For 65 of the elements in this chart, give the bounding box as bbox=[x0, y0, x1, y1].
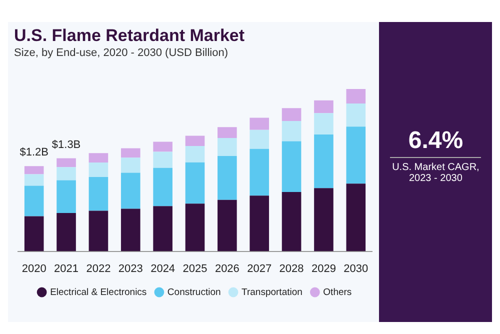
bar bbox=[88, 176, 108, 211]
bar bbox=[56, 212, 76, 252]
bar bbox=[88, 210, 108, 252]
bar bbox=[153, 152, 172, 168]
text: 6.4% bbox=[390, 127, 482, 158]
x-tick-label: 2021 bbox=[54, 262, 79, 275]
x-tick-label: 2023 bbox=[118, 262, 143, 275]
bar bbox=[346, 103, 366, 127]
bar bbox=[314, 100, 334, 114]
x-tick-label: 2022 bbox=[86, 262, 111, 275]
bar bbox=[282, 192, 302, 252]
bar bbox=[346, 184, 366, 252]
x-tick-label: 2020 bbox=[22, 262, 46, 275]
bar bbox=[120, 172, 140, 209]
bar bbox=[185, 136, 205, 146]
bar bbox=[250, 196, 270, 252]
chart-title: U.S. Flame Retardant Market bbox=[14, 26, 246, 46]
bar bbox=[185, 204, 205, 252]
bar bbox=[346, 126, 366, 184]
bar bbox=[218, 127, 237, 138]
bar bbox=[88, 153, 108, 163]
x-tick-label: 2027 bbox=[247, 262, 272, 275]
bar bbox=[120, 208, 140, 252]
bar bbox=[282, 141, 302, 192]
annotation: $1.3B bbox=[52, 138, 81, 151]
bar bbox=[24, 216, 44, 252]
bar bbox=[282, 108, 302, 121]
legend-label: Others bbox=[323, 286, 352, 298]
bar bbox=[153, 168, 172, 206]
x-tick-label: 2030 bbox=[344, 262, 368, 275]
bar bbox=[282, 120, 302, 142]
bar bbox=[24, 174, 44, 186]
bar bbox=[250, 130, 270, 149]
bar bbox=[218, 200, 237, 252]
x-tick-label: 2028 bbox=[279, 262, 304, 275]
bar bbox=[120, 158, 140, 173]
bar bbox=[56, 180, 76, 213]
text: U.S. Market CAGR, 2023 - 2030 bbox=[391, 162, 480, 184]
bar bbox=[218, 156, 237, 200]
chart-subtitle: Size, by End-use, 2020 - 2030 (USD Billion) bbox=[14, 47, 229, 59]
bar bbox=[314, 188, 334, 252]
x-tick-label: 2024 bbox=[150, 262, 176, 275]
bar bbox=[218, 138, 237, 156]
x-tick-label: 2025 bbox=[182, 262, 208, 275]
bar bbox=[153, 142, 172, 152]
bar bbox=[120, 148, 140, 158]
bar bbox=[24, 166, 44, 174]
bar bbox=[24, 186, 44, 216]
bar bbox=[56, 158, 76, 168]
bar bbox=[314, 134, 334, 188]
bar bbox=[185, 162, 205, 204]
x-tick-label: 2029 bbox=[311, 262, 336, 275]
bar bbox=[56, 167, 76, 180]
legend-label: Transportation bbox=[242, 286, 302, 298]
bar bbox=[250, 118, 270, 130]
legend-label: Electrical & Electronics bbox=[50, 286, 147, 298]
bar bbox=[185, 146, 205, 162]
bar bbox=[314, 113, 334, 134]
bar bbox=[250, 148, 270, 196]
bar bbox=[346, 89, 366, 104]
bar bbox=[153, 206, 172, 252]
annotation: $1.2B bbox=[20, 146, 48, 159]
bar bbox=[88, 162, 108, 177]
legend-label: Construction bbox=[167, 286, 221, 298]
x-tick-label: 2026 bbox=[214, 262, 240, 275]
